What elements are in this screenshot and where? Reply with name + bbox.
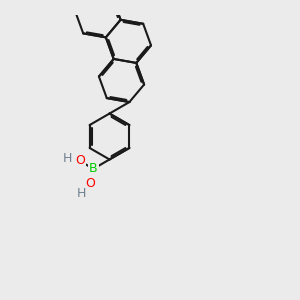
Text: H: H — [76, 187, 86, 200]
Text: H: H — [63, 152, 72, 165]
Text: O: O — [75, 154, 85, 167]
Text: B: B — [89, 162, 98, 176]
Text: O: O — [86, 177, 95, 190]
